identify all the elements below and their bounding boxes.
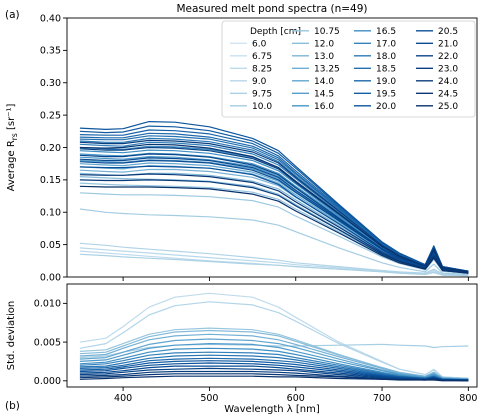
stddev-series-6 <box>79 338 469 380</box>
b-xtick-label: 400 <box>114 393 132 404</box>
b-ytick-label: 0.005 <box>34 337 61 348</box>
spectrum-series-33 <box>79 185 469 274</box>
b-xtick-label: 800 <box>459 393 477 404</box>
stddev-series-12 <box>79 360 469 381</box>
legend-label: 16.5 <box>376 27 396 37</box>
spectrum-series-4 <box>79 208 469 275</box>
spectrum-series-32 <box>79 143 469 273</box>
spectrum-series-3 <box>79 253 469 277</box>
legend-label: 14.5 <box>314 90 334 100</box>
panel-b-axes: 400 500 600 700 800 0.000 0.005 0.010 Std. devia… <box>6 283 478 415</box>
b-xtick-label: 700 <box>373 393 391 404</box>
panel-a-axes: 0.00 0.05 0.10 0.15 0.20 0.25 0.30 0.35 0.40 Aver… <box>6 13 478 283</box>
legend-label: 21.0 <box>438 40 458 50</box>
spectrum-series-10 <box>79 165 469 274</box>
legend-label: 9.75 <box>252 90 272 100</box>
legend-label: 9.0 <box>252 77 267 87</box>
spectrum-series-24 <box>79 165 469 274</box>
stddev-series-4 <box>79 329 469 380</box>
spectrum-series-1 <box>79 247 469 276</box>
legend-label: 17.0 <box>376 40 396 50</box>
legend-label: 12.0 <box>314 40 334 50</box>
legend-label: 25.0 <box>438 102 458 112</box>
legend-label: 14.0 <box>314 77 334 87</box>
b-ylabel: Std. deviation <box>6 301 17 370</box>
legend-label: 8.25 <box>252 65 272 75</box>
b-xlabel: Wavelength λ [nm] <box>224 404 320 415</box>
legend-label: 24.5 <box>438 90 458 100</box>
panel-a-curves <box>79 121 469 277</box>
legend-label: 13.25 <box>314 65 340 75</box>
legend-label: 10.0 <box>252 102 272 112</box>
panel-b: 400 500 600 700 800 0.000 0.005 0.010 Std. devia… <box>6 283 478 415</box>
legend-label: 24.0 <box>438 77 458 87</box>
b-ytick-label: 0.000 <box>34 376 61 387</box>
a-ytick-label: 0.20 <box>40 143 61 154</box>
spectrum-series-5 <box>79 192 469 275</box>
legend-label: 6.75 <box>252 52 272 62</box>
b-frame <box>66 283 478 388</box>
legend-label: 10.75 <box>314 27 340 37</box>
legend-label: 18.5 <box>376 65 396 75</box>
spectrum-series-2 <box>79 242 469 276</box>
a-ytick-label: 0.00 <box>40 272 61 283</box>
spectrum-series-31 <box>79 173 469 274</box>
b-xtick-label: 600 <box>287 393 305 404</box>
legend-box <box>221 20 476 118</box>
legend-label: 19.5 <box>376 90 396 100</box>
legend-label: 18.0 <box>376 52 396 62</box>
legend-label: 16.0 <box>314 102 334 112</box>
stddev-series-0 <box>79 292 469 380</box>
a-ytick-label: 0.35 <box>40 46 61 57</box>
legend-label: 6.0 <box>252 40 267 50</box>
legend-label: 20.5 <box>438 27 458 37</box>
a-ytick-label: 0.15 <box>40 175 61 186</box>
a-ytick-label: 0.40 <box>40 13 61 24</box>
a-ytick-label: 0.05 <box>40 240 61 251</box>
panel-b-curves <box>79 292 469 382</box>
stddev-series-1 <box>79 301 469 380</box>
spectrum-series-15 <box>79 149 469 273</box>
a-ylabel: Average Rrs [sr⁻¹] <box>6 104 19 192</box>
figure-title: Measured melt pond spectra (n=49) <box>176 3 367 15</box>
b-xtick-label: 500 <box>200 393 218 404</box>
panel-b-label: (b) <box>5 400 20 412</box>
a-ytick-label: 0.30 <box>40 78 61 89</box>
spectrum-series-23 <box>79 121 469 272</box>
legend-label: 20.0 <box>376 102 396 112</box>
spectrum-series-16 <box>79 145 469 273</box>
stddev-series-18 <box>79 375 469 382</box>
legend-title: Depth [cm] <box>250 27 301 37</box>
legend-label: 19.0 <box>376 77 396 87</box>
panel-a-label: (a) <box>5 9 20 21</box>
a-ytick-label: 0.25 <box>40 110 61 121</box>
legend-label: 13.0 <box>314 52 334 62</box>
legend-label: 23.0 <box>438 65 458 75</box>
a-ytick-label: 0.10 <box>40 208 61 219</box>
panel-a: 0.00 0.05 0.10 0.15 0.20 0.25 0.30 0.35 0.40 Aver… <box>6 13 478 283</box>
b-ytick-label: 0.010 <box>34 299 61 310</box>
legend-label: 22.0 <box>438 52 458 62</box>
stddev-series-8 <box>79 347 469 380</box>
legend: Depth [cm] 6.0 6.75 8.25 9.0 9.75 10.0 10.75 12.… <box>221 20 476 118</box>
